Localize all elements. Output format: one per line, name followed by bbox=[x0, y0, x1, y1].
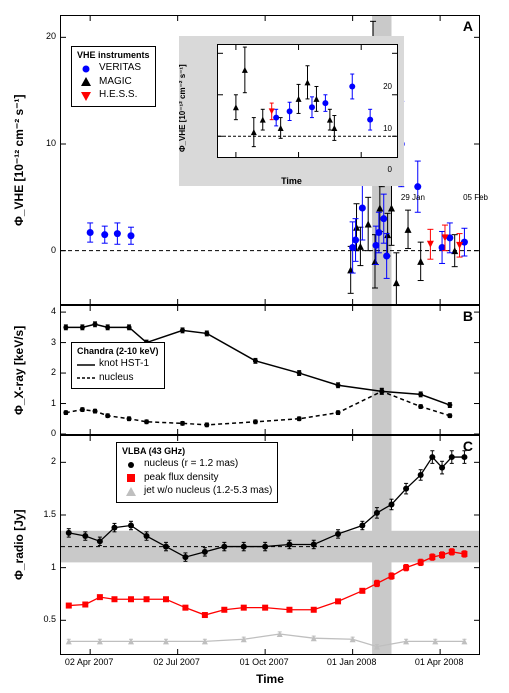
panel-a: A VHE instruments VERITAS MAGIC H.E.S.S.… bbox=[60, 15, 480, 305]
figure: A VHE instruments VERITAS MAGIC H.E.S.S.… bbox=[0, 0, 509, 693]
legend-c-label-2: jet w/o nucleus (1.2-5.3 mas) bbox=[144, 485, 272, 498]
legend-c: VLBA (43 GHz) nucleus (r = 1.2 mas) peak… bbox=[116, 442, 278, 503]
legend-a-item-1: MAGIC bbox=[77, 76, 150, 89]
inset-ytick: 0 bbox=[377, 165, 392, 174]
panel-b: B Chandra (2-10 keV) knot HST-1 nucleus bbox=[60, 305, 480, 435]
legend-a: VHE instruments VERITAS MAGIC H.E.S.S. bbox=[71, 46, 156, 107]
panel-b-ytick: 4 bbox=[36, 306, 56, 316]
panel-a-letter: A bbox=[463, 18, 473, 34]
legend-b-item-1: nucleus bbox=[77, 372, 159, 385]
legend-b-item-0: knot HST-1 bbox=[77, 358, 159, 371]
panel-a-ytick: 0 bbox=[36, 245, 56, 255]
inset-plot bbox=[218, 45, 397, 157]
legend-b: Chandra (2-10 keV) knot HST-1 nucleus bbox=[71, 342, 165, 389]
inset-xlabel: Time bbox=[179, 176, 404, 186]
x-tick-label: 02 Apr 2007 bbox=[54, 657, 124, 667]
inset-xtick: 05 Feb bbox=[458, 193, 494, 202]
legend-a-item-2: H.E.S.S. bbox=[77, 89, 150, 102]
x-tick-label: 01 Apr 2008 bbox=[404, 657, 474, 667]
legend-c-label-0: nucleus (r = 1.2 mas) bbox=[144, 458, 238, 471]
x-tick-label: 01 Oct 2007 bbox=[229, 657, 299, 667]
panel-a-ytick: 10 bbox=[36, 138, 56, 148]
x-tick-label: 02 Jul 2007 bbox=[142, 657, 212, 667]
panel-c-ytick: 0.5 bbox=[34, 614, 56, 624]
legend-c-item-1: peak flux density bbox=[122, 472, 272, 485]
panel-c-ytick: 2 bbox=[34, 456, 56, 466]
panel-c-ylabel: Φ_radio [Jy] bbox=[12, 485, 26, 605]
panel-a-ytick: 20 bbox=[36, 31, 56, 41]
legend-c-title: VLBA (43 GHz) bbox=[122, 446, 272, 457]
legend-a-label-2: H.E.S.S. bbox=[99, 89, 137, 102]
legend-c-item-0: nucleus (r = 1.2 mas) bbox=[122, 458, 272, 471]
panel-c: C VLBA (43 GHz) nucleus (r = 1.2 mas) pe… bbox=[60, 435, 480, 655]
legend-b-label-0: knot HST-1 bbox=[99, 358, 149, 371]
legend-c-label-1: peak flux density bbox=[144, 472, 219, 485]
panel-b-ytick: 1 bbox=[36, 398, 56, 408]
inset-xtick: 29 Jan bbox=[395, 193, 431, 202]
panel-b-ytick: 2 bbox=[36, 367, 56, 377]
inset-ytick: 20 bbox=[377, 82, 392, 91]
x-tick-label: 01 Jan 2008 bbox=[317, 657, 387, 667]
legend-a-title: VHE instruments bbox=[77, 50, 150, 61]
x-axis-label: Time bbox=[60, 672, 480, 686]
panel-a-inset: Φ_VHE [10⁻¹² cm⁻² s⁻¹] Time 29 Jan05 Feb… bbox=[179, 36, 404, 186]
inset-ytick: 10 bbox=[377, 124, 392, 133]
panel-a-ylabel: Φ_VHE [10⁻¹² cm⁻² s⁻¹] bbox=[12, 75, 26, 245]
panel-b-ytick: 0 bbox=[36, 428, 56, 438]
panel-c-letter: C bbox=[463, 438, 473, 454]
panel-c-ytick: 1.5 bbox=[34, 509, 56, 519]
legend-b-label-1: nucleus bbox=[99, 372, 133, 385]
inset-ylabel: Φ_VHE [10⁻¹² cm⁻² s⁻¹] bbox=[178, 58, 187, 158]
legend-c-item-2: jet w/o nucleus (1.2-5.3 mas) bbox=[122, 485, 272, 498]
legend-a-item-0: VERITAS bbox=[77, 62, 150, 75]
panel-b-ytick: 3 bbox=[36, 337, 56, 347]
panel-b-letter: B bbox=[463, 308, 473, 324]
panel-b-ylabel: Φ_X-ray [keV/s] bbox=[12, 318, 26, 423]
legend-a-label-0: VERITAS bbox=[99, 62, 141, 75]
legend-a-label-1: MAGIC bbox=[99, 76, 132, 89]
panel-c-ytick: 1 bbox=[34, 562, 56, 572]
legend-b-title: Chandra (2-10 keV) bbox=[77, 346, 159, 357]
